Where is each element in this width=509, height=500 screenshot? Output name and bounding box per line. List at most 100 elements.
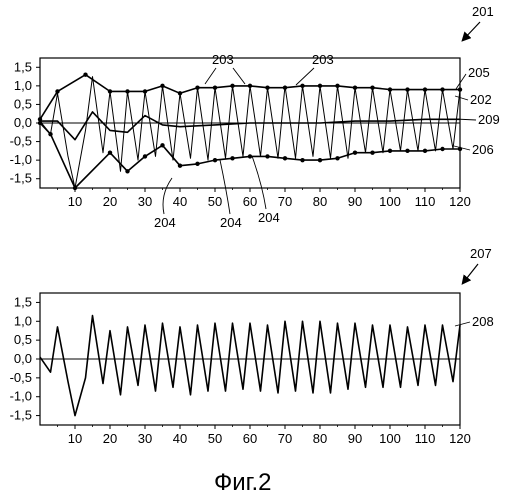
envelope-point-205 bbox=[55, 89, 60, 94]
envelope-point-205 bbox=[317, 83, 323, 89]
x-tick-label: 20 bbox=[103, 431, 117, 446]
ref-202: 202 bbox=[470, 92, 492, 107]
envelope-point-205 bbox=[440, 87, 445, 92]
ref-205: 205 bbox=[468, 65, 490, 80]
series-line-209 bbox=[40, 111, 460, 141]
x-tick-label: 60 bbox=[243, 194, 257, 209]
y-tick-label: 0,5 bbox=[14, 96, 32, 111]
figure-number-top: 201 bbox=[472, 4, 494, 19]
envelope-point-205 bbox=[422, 87, 428, 92]
x-tick-label: 10 bbox=[68, 194, 82, 209]
envelope-point-205 bbox=[107, 89, 113, 94]
x-tick-label: 30 bbox=[138, 194, 152, 209]
envelope-point-206 bbox=[107, 150, 113, 155]
envelope-point-206 bbox=[247, 154, 253, 159]
x-tick-label: 90 bbox=[348, 194, 362, 209]
x-tick-label: 50 bbox=[208, 194, 222, 209]
series-line-206 bbox=[39, 122, 460, 189]
x-tick-label: 120 bbox=[449, 194, 471, 209]
bottom-chart: 1,5 1,0 0,5 0,0 -0,5 -1,0 -1,5 10 20 30 40 50 60 70 8… bbox=[10, 246, 494, 446]
x-tick-label: 70 bbox=[278, 431, 292, 446]
envelope-point-205 bbox=[195, 85, 200, 90]
y-tick-label: -1,0 bbox=[10, 152, 32, 167]
envelope-point-205 bbox=[335, 83, 340, 89]
bottom-x-axis: 10 20 30 40 50 60 70 80 90 100 110 120 bbox=[57, 425, 471, 446]
x-tick-label: 70 bbox=[278, 194, 292, 209]
envelope-point-206 bbox=[160, 143, 165, 148]
y-tick-label: 1,0 bbox=[14, 313, 32, 328]
envelope-point-205 bbox=[370, 85, 375, 90]
x-tick-label: 110 bbox=[415, 431, 436, 446]
y-tick-label: -1,0 bbox=[10, 389, 32, 404]
envelope-point-205 bbox=[83, 72, 88, 77]
envelope-point-206 bbox=[212, 157, 218, 163]
x-tick-label: 40 bbox=[173, 431, 187, 446]
x-tick-label: 40 bbox=[173, 194, 187, 209]
ref-205-leader bbox=[455, 73, 467, 90]
y-tick-label: 1,0 bbox=[14, 78, 32, 93]
x-tick-label: 60 bbox=[243, 431, 257, 446]
envelope-point-205 bbox=[247, 83, 253, 89]
series-line-202 bbox=[39, 76, 461, 189]
envelope-point-205 bbox=[265, 85, 270, 90]
envelope-point-206 bbox=[440, 146, 445, 152]
y-tick-label: -0,5 bbox=[10, 370, 32, 385]
ref-203-a-leader-1 bbox=[204, 67, 217, 85]
ref-209-leader bbox=[454, 118, 477, 121]
x-tick-label: 10 bbox=[68, 431, 82, 446]
x-tick-label: 50 bbox=[208, 431, 222, 446]
envelope-point-205 bbox=[387, 87, 393, 92]
y-tick-label: 0,0 bbox=[14, 115, 32, 130]
envelope-point-205 bbox=[160, 83, 165, 89]
envelope-point-205 bbox=[177, 91, 183, 96]
envelope-point-205 bbox=[142, 89, 148, 94]
x-tick-label: 80 bbox=[313, 431, 327, 446]
ref-203-b: 203 bbox=[312, 52, 334, 67]
envelope-point-206 bbox=[177, 163, 183, 168]
envelope-point-205 bbox=[300, 83, 305, 89]
y-tick-label: 0,0 bbox=[14, 351, 32, 366]
envelope-point-206 bbox=[405, 148, 410, 154]
figure-number-bottom: 207 bbox=[470, 246, 492, 261]
envelope-point-206 bbox=[125, 169, 130, 174]
top-series bbox=[37, 72, 463, 191]
ref-204-c-leader bbox=[251, 155, 267, 210]
envelope-point-206 bbox=[195, 161, 200, 167]
x-tick-label: 30 bbox=[138, 431, 152, 446]
top-chart: 1,5 1,0 0,5 0,0 -0,5 -1,0 -1,5 10 20 30 40 50 60 70 8… bbox=[10, 4, 500, 230]
ref-208: 208 bbox=[472, 314, 494, 329]
x-tick-label: 20 bbox=[103, 194, 117, 209]
envelope-point-206 bbox=[335, 156, 340, 161]
figure-number-bottom-arrow bbox=[461, 263, 479, 285]
figure-number-top-arrow bbox=[461, 21, 481, 42]
x-tick-label: 80 bbox=[313, 194, 327, 209]
ref-202-leader bbox=[454, 95, 469, 101]
envelope-point-206 bbox=[265, 154, 270, 159]
ref-203-a-leader-2 bbox=[232, 67, 246, 85]
envelope-point-206 bbox=[370, 150, 375, 155]
envelope-point-205 bbox=[405, 87, 410, 92]
series-line-205 bbox=[39, 73, 460, 120]
x-tick-label: 100 bbox=[379, 431, 401, 446]
envelope-point-206 bbox=[422, 148, 428, 154]
envelope-point-206 bbox=[300, 157, 305, 163]
envelope-point-206 bbox=[230, 156, 235, 161]
x-tick-label: 90 bbox=[348, 431, 362, 446]
envelope-point-205 bbox=[352, 85, 358, 90]
envelope-point-205 bbox=[457, 87, 463, 92]
ref-206: 206 bbox=[472, 142, 494, 157]
ref-204-c: 204 bbox=[258, 210, 280, 225]
envelope-point-206 bbox=[282, 156, 288, 161]
envelope-point-206 bbox=[142, 154, 148, 159]
y-tick-label: -1,5 bbox=[10, 171, 32, 186]
envelope-point-205 bbox=[282, 85, 288, 90]
envelope-point-205 bbox=[230, 83, 235, 89]
ref-203-b-leader bbox=[295, 67, 315, 86]
envelope-point-205 bbox=[125, 89, 130, 94]
series-line-208 bbox=[39, 314, 461, 417]
y-tick-label: -0,5 bbox=[10, 134, 32, 149]
envelope-point-206 bbox=[72, 185, 78, 191]
envelope-point-206 bbox=[352, 150, 358, 155]
ref-204-b: 204 bbox=[220, 215, 242, 230]
